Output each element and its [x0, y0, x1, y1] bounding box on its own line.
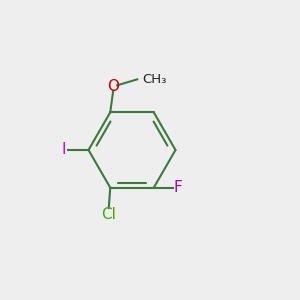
Text: F: F: [174, 180, 183, 195]
Text: Cl: Cl: [101, 207, 116, 222]
Text: O: O: [107, 79, 119, 94]
Text: CH₃: CH₃: [142, 73, 166, 86]
Text: I: I: [62, 142, 66, 158]
